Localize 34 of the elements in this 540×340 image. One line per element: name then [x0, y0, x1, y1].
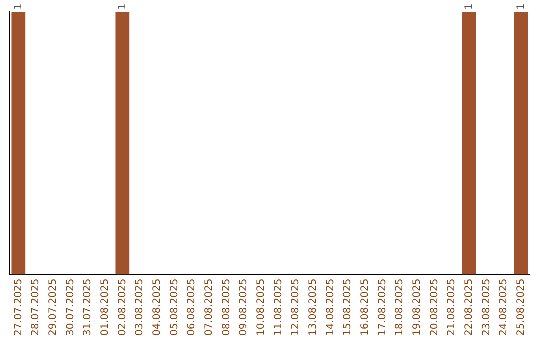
- x-tick-label: 23.08.2025: [481, 278, 492, 336]
- x-tick-label: 03.08.2025: [134, 278, 146, 336]
- x-tick-label: 25.08.2025: [516, 278, 527, 336]
- x-tick-label: 11.08.2025: [273, 278, 284, 336]
- x-tick-label: 07.08.2025: [204, 278, 215, 336]
- x-tick-label: 14.08.2025: [325, 278, 336, 336]
- x-tick-label: 12.08.2025: [290, 278, 302, 336]
- x-tick-label: 17.08.2025: [377, 278, 388, 336]
- data-label: 1: [464, 4, 475, 10]
- data-label: 1: [117, 4, 128, 10]
- data-label: 1: [13, 4, 24, 10]
- x-tick-label: 21.08.2025: [446, 278, 458, 336]
- x-tick-label: 15.08.2025: [342, 278, 354, 336]
- x-tick-label: 24.08.2025: [498, 278, 510, 336]
- x-tick-label: 06.08.2025: [186, 278, 198, 336]
- x-tick-label: 20.08.2025: [429, 278, 440, 336]
- x-tick-label: 04.08.2025: [152, 278, 163, 336]
- x-tick-label: 19.08.2025: [412, 278, 423, 336]
- x-tick-label: 08.08.2025: [221, 278, 232, 336]
- x-tick-label: 05.08.2025: [169, 278, 180, 336]
- x-tick-label: 10.08.2025: [256, 278, 267, 336]
- x-tick-label: 13.08.2025: [308, 278, 319, 336]
- x-tick-label: 22.08.2025: [464, 278, 475, 336]
- x-tick-label: 29.07.2025: [48, 278, 59, 336]
- x-tick-label: 28.07.2025: [30, 278, 42, 336]
- x-tick-label: 31.07.2025: [82, 278, 94, 336]
- x-tick-label: 09.08.2025: [238, 278, 250, 336]
- x-tick-label: 01.08.2025: [100, 278, 111, 336]
- data-label: 1: [516, 4, 527, 10]
- x-tick-label: 02.08.2025: [117, 278, 128, 336]
- x-tick-label: 18.08.2025: [394, 278, 406, 336]
- x-tick-label: 16.08.2025: [360, 278, 371, 336]
- x-tick-label: 27.07.2025: [13, 278, 24, 336]
- x-tick-label: 30.07.2025: [65, 278, 76, 336]
